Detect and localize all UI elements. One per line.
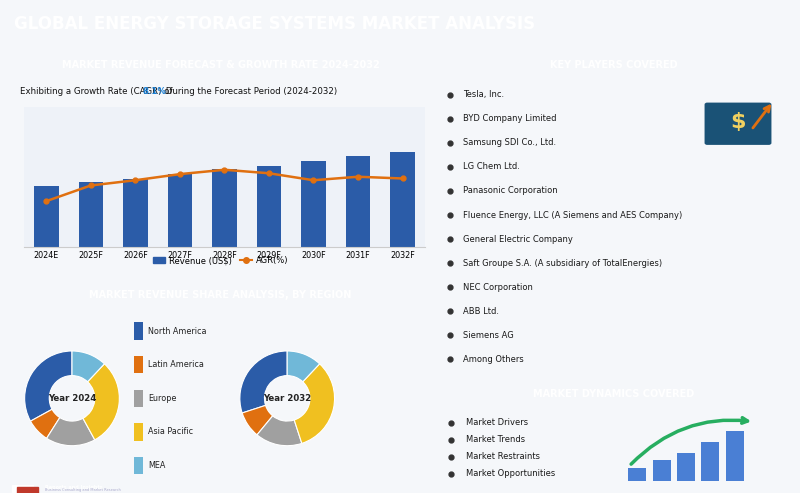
- Bar: [346, 156, 370, 246]
- Wedge shape: [25, 351, 72, 421]
- Wedge shape: [46, 418, 95, 446]
- Bar: [302, 161, 326, 246]
- Text: Panasonic Corporation: Panasonic Corporation: [463, 186, 558, 196]
- Bar: [212, 169, 237, 246]
- Text: NEC Corporation: NEC Corporation: [463, 282, 533, 292]
- Bar: [134, 322, 142, 340]
- Wedge shape: [287, 351, 320, 382]
- Wedge shape: [294, 364, 334, 443]
- Text: Business Consulting and Market Research: Business Consulting and Market Research: [46, 489, 121, 493]
- Bar: [628, 467, 646, 481]
- Text: LG Chem Ltd.: LG Chem Ltd.: [463, 163, 520, 172]
- Text: Year 2032: Year 2032: [263, 394, 311, 403]
- Text: Tesla, Inc.: Tesla, Inc.: [463, 90, 504, 100]
- Bar: [653, 460, 670, 481]
- Wedge shape: [30, 409, 60, 438]
- Bar: [257, 166, 281, 246]
- Text: Samsung SDI Co., Ltd.: Samsung SDI Co., Ltd.: [463, 139, 556, 147]
- Wedge shape: [240, 351, 287, 413]
- FancyBboxPatch shape: [12, 486, 33, 492]
- Bar: [134, 389, 142, 407]
- Wedge shape: [72, 351, 105, 382]
- FancyBboxPatch shape: [705, 103, 771, 145]
- Wedge shape: [257, 416, 302, 446]
- Text: Siemens AG: Siemens AG: [463, 331, 514, 340]
- Text: During the Forecast Period (2024-2032): During the Forecast Period (2024-2032): [163, 87, 338, 96]
- Bar: [134, 457, 142, 474]
- Text: Market Trends: Market Trends: [466, 435, 525, 444]
- Text: Latin America: Latin America: [148, 360, 204, 369]
- Text: GLOBAL ENERGY STORAGE SYSTEMS MARKET ANALYSIS: GLOBAL ENERGY STORAGE SYSTEMS MARKET ANA…: [14, 15, 535, 33]
- Text: Market Opportunities: Market Opportunities: [466, 469, 555, 478]
- Text: MARKET DYNAMICS COVERED: MARKET DYNAMICS COVERED: [534, 389, 694, 399]
- Bar: [677, 453, 695, 481]
- Text: Asia Pacific: Asia Pacific: [148, 427, 194, 436]
- Text: Market Restraints: Market Restraints: [466, 452, 540, 461]
- Bar: [726, 431, 743, 481]
- Legend: Revenue (US$), AGR(%): Revenue (US$), AGR(%): [150, 253, 291, 269]
- Text: ABB Ltd.: ABB Ltd.: [463, 307, 499, 316]
- Text: Fluence Energy, LLC (A Siemens and AES Company): Fluence Energy, LLC (A Siemens and AES C…: [463, 211, 682, 219]
- Bar: [78, 182, 103, 246]
- Bar: [34, 186, 58, 246]
- Text: MARKET REVENUE FORECAST & GROWTH RATE 2024-2032: MARKET REVENUE FORECAST & GROWTH RATE 20…: [62, 60, 379, 70]
- Text: BYD Company Limited: BYD Company Limited: [463, 114, 557, 123]
- Text: 8.1%: 8.1%: [142, 87, 166, 96]
- Text: North America: North America: [148, 326, 207, 336]
- Text: MEA: MEA: [148, 461, 166, 470]
- Text: General Electric Company: General Electric Company: [463, 235, 573, 244]
- FancyBboxPatch shape: [18, 487, 38, 493]
- Bar: [168, 174, 192, 246]
- Text: Market Drivers: Market Drivers: [466, 418, 528, 427]
- Bar: [702, 443, 719, 481]
- Text: Saft Groupe S.A. (A subsidiary of TotalEnergies): Saft Groupe S.A. (A subsidiary of TotalE…: [463, 259, 662, 268]
- Bar: [390, 152, 414, 246]
- Text: Year 2024: Year 2024: [48, 394, 96, 403]
- Text: Europe: Europe: [148, 394, 177, 403]
- Text: $: $: [730, 112, 746, 133]
- Bar: [134, 423, 142, 441]
- Bar: [134, 356, 142, 373]
- Text: Exhibiting a Growth Rate (CAGR) of: Exhibiting a Growth Rate (CAGR) of: [20, 87, 175, 96]
- Text: Among Others: Among Others: [463, 354, 524, 364]
- Wedge shape: [83, 364, 119, 440]
- Text: KEY PLAYERS COVERED: KEY PLAYERS COVERED: [550, 60, 678, 70]
- Bar: [123, 179, 147, 246]
- Text: MARKET REVENUE SHARE ANALYSIS, BY REGION: MARKET REVENUE SHARE ANALYSIS, BY REGION: [90, 290, 351, 300]
- Wedge shape: [242, 405, 273, 435]
- Text: Reports and Insights: Reports and Insights: [46, 485, 103, 490]
